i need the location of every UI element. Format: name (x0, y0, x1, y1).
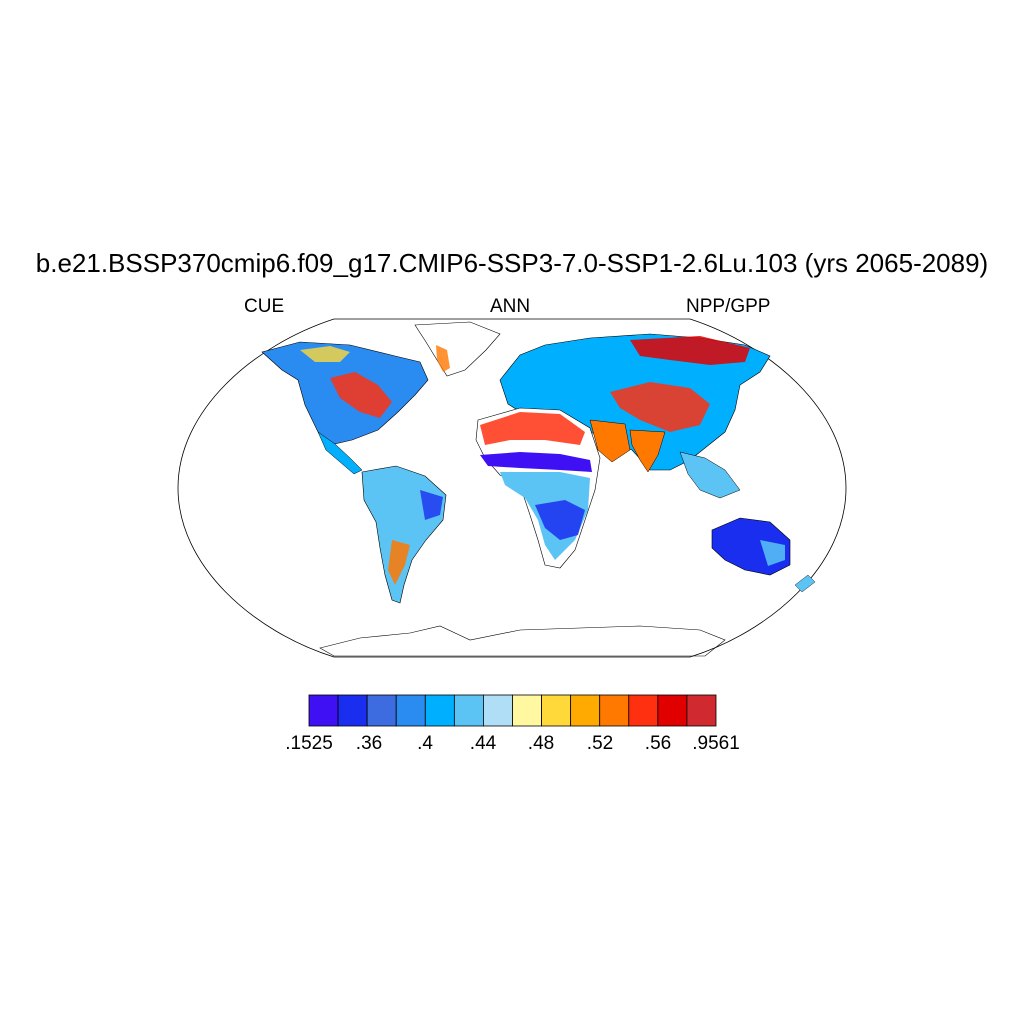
australia-light (760, 540, 785, 566)
colorbar-swatch (366, 694, 397, 727)
greenland-edge (436, 345, 450, 372)
sahara-warm (480, 412, 585, 445)
antarctica (319, 625, 726, 657)
colorbar-tick-label: .48 (527, 733, 555, 754)
colorbar-tick-label: .9561 (692, 733, 740, 754)
india (629, 429, 666, 473)
map-title: b.e21.BSSP370cmip6.f09_g17.CMIP6-SSP3-7.… (35, 248, 989, 278)
sahel-cool (480, 452, 592, 472)
colorbar-swatch (570, 694, 601, 727)
left-subtitle: CUE (244, 296, 285, 317)
colorbar-swatch (599, 694, 630, 727)
south-america-cool (420, 490, 443, 520)
center-subtitle: ANN (490, 296, 531, 317)
north-america-yellow (300, 346, 350, 362)
colorbar-swatch (686, 694, 717, 727)
central-asia-warm (610, 382, 710, 432)
colorbar (308, 694, 717, 727)
colorbar-swatch (395, 694, 426, 727)
siberia-warm (630, 336, 750, 365)
north-america-warm (330, 372, 392, 418)
southeast-asia (679, 451, 741, 499)
colorbar-swatch (337, 694, 368, 727)
colorbar-swatch (483, 694, 513, 727)
colorbar-tick-label: .1525 (285, 733, 333, 754)
colorbar-swatch (541, 694, 572, 727)
colorbar-swatch (308, 694, 339, 727)
colorbar-tick-label: .36 (355, 733, 383, 754)
colorbar-swatch (628, 694, 659, 727)
right-subtitle: NPP/GPP (686, 296, 771, 317)
colorbar-tick-label: .4 (417, 733, 433, 754)
colorbar-swatch (424, 694, 455, 727)
colorbar-tick-label: .56 (644, 733, 672, 754)
colorbar-tick-label: .44 (469, 733, 497, 754)
colorbar-swatch (453, 694, 484, 727)
central-america (317, 431, 363, 475)
colorbar-swatch (512, 694, 542, 727)
southern-africa-cool (535, 500, 585, 540)
arabia (589, 419, 631, 463)
new-zealand (794, 574, 816, 593)
colorbar-tick-label: .52 (586, 733, 614, 754)
greenland (414, 321, 501, 377)
colorbar-swatch (657, 694, 688, 727)
south-america-warm (388, 540, 410, 585)
